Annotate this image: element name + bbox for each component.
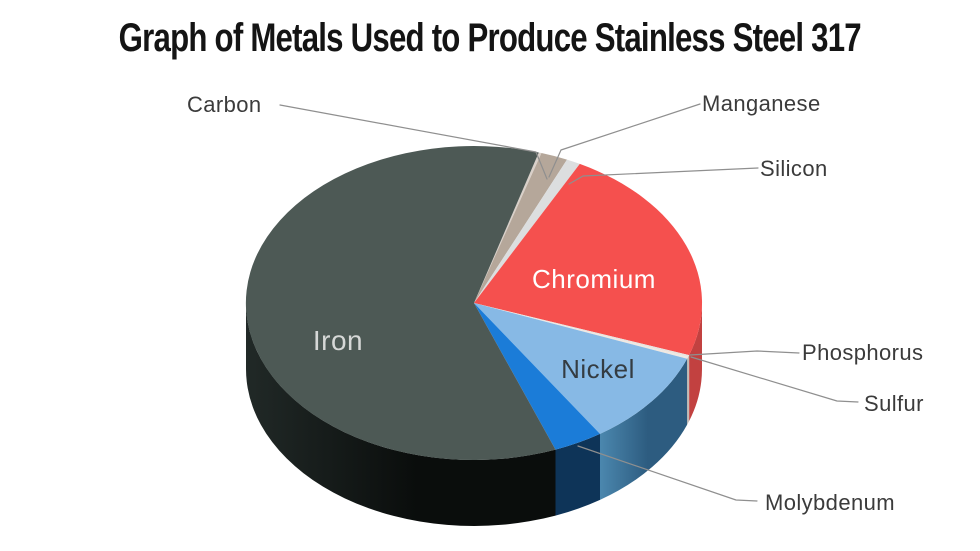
slice-manganese [474,153,567,303]
slice-label-nickel: Nickel [561,354,635,384]
slice-iron [245,146,556,461]
leader-line-silicon [568,167,759,185]
slice-side-chromium [689,303,702,422]
slice-molybdenum [474,303,600,450]
leader-line-carbon [279,104,548,180]
slice-label-iron: Iron [313,325,363,356]
chart-title: Graph of Metals Used to Produce Stainles… [118,16,862,60]
slice-side-iron [246,303,556,526]
slice-carbon [474,152,542,303]
slice-chromium [474,163,703,356]
leader-line-sulfur [690,356,859,403]
slice-label-chromium: Chromium [532,264,656,294]
leader-line-molybdenum [577,445,758,502]
slice-side-nickel [600,358,688,500]
callout-label-molybdenum: Molybdenum [765,490,895,515]
leader-lines-layer [279,103,859,502]
leader-line-manganese [548,103,701,178]
callout-label-phosphorus: Phosphorus [802,340,924,365]
slice-nickel [474,303,688,434]
pie-slices-layer: Chromium Nickel Iron [245,146,703,526]
callout-label-silicon: Silicon [760,156,828,181]
callout-label-carbon: Carbon [187,92,262,117]
callout-label-manganese: Manganese [702,91,821,116]
slice-silicon [474,159,580,303]
leader-line-phosphorus [689,350,800,356]
slice-phosphorus [474,303,690,357]
slice-side-phosphorus [688,355,690,423]
slice-sulfur [474,303,689,359]
slice-side-sulfur [687,357,689,425]
slice-side-molybdenum [555,433,600,516]
callout-label-sulfur: Sulfur [864,391,924,416]
